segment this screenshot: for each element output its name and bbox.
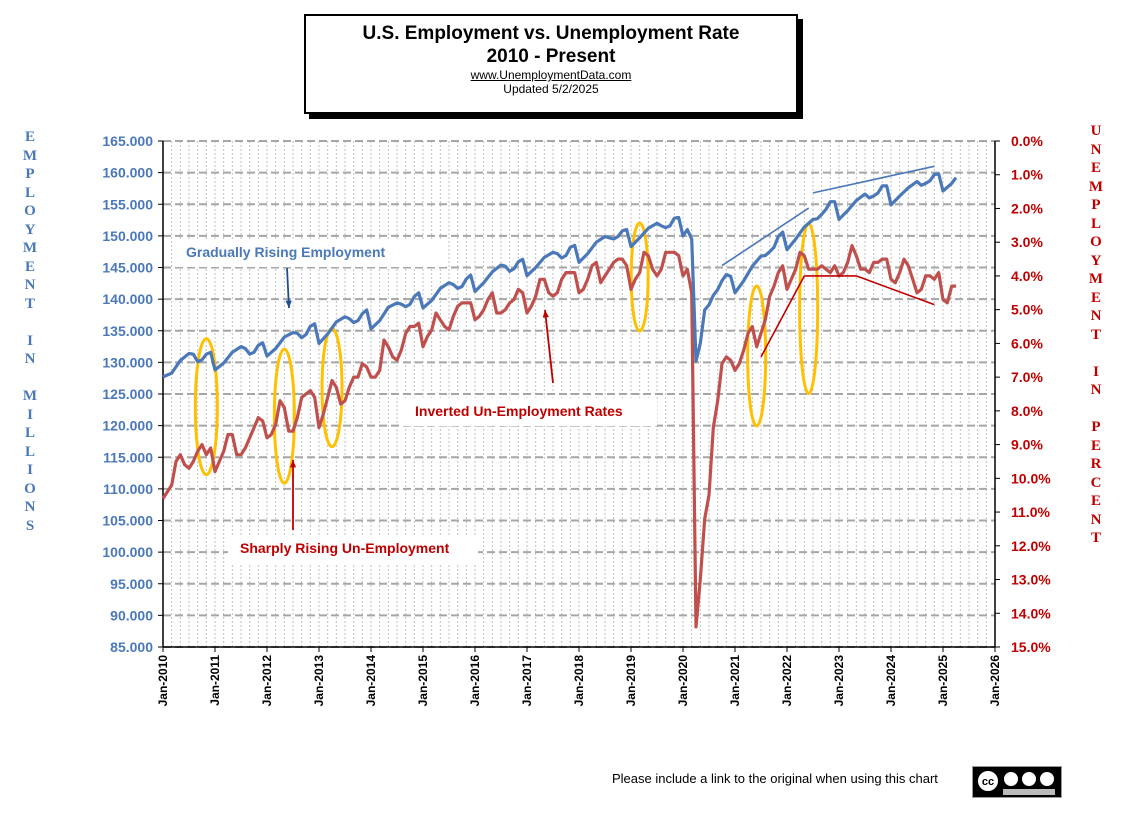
left-tick-label: 150.000 <box>102 228 153 244</box>
x-tick-label: Jan-2017 <box>520 655 534 707</box>
right-tick-label: 15.0% <box>1011 639 1051 655</box>
highlight-ellipse <box>746 284 768 428</box>
employment-arrow-head <box>285 300 292 308</box>
x-tick-label: Jan-2022 <box>780 655 794 707</box>
left-tick-label: 105.000 <box>102 513 153 529</box>
left-tick-label: 160.000 <box>102 165 153 181</box>
chart-title-box: U.S. Employment vs. Unemployment Rate 20… <box>304 14 798 114</box>
inverted-arrow-head <box>542 310 549 318</box>
left-tick-label: 140.000 <box>102 291 153 307</box>
right-tick-label: 9.0% <box>1011 437 1043 453</box>
highlight-ellipses <box>193 221 820 485</box>
x-tick-label: Jan-2013 <box>312 655 326 707</box>
right-tick-label: 11.0% <box>1011 504 1050 520</box>
left-tick-label: 125.000 <box>102 386 153 402</box>
right-tick-label: 13.0% <box>1011 572 1051 588</box>
x-tick-label: Jan-2024 <box>884 655 898 707</box>
left-tick-label: 100.000 <box>102 544 153 560</box>
right-tick-label: 2.0% <box>1011 200 1043 216</box>
right-tick-label: 3.0% <box>1011 234 1043 250</box>
right-tick-label: 0.0% <box>1011 133 1043 149</box>
left-tick-label: 165.000 <box>102 133 153 149</box>
right-tick-label: 5.0% <box>1011 302 1043 318</box>
left-tick-label: 130.000 <box>102 354 153 370</box>
updated-date: Updated 5/2/2025 <box>503 82 599 96</box>
left-tick-label: 135.000 <box>102 323 153 339</box>
left-tick-label: 110.000 <box>103 481 153 497</box>
footer-note: Please include a link to the original wh… <box>612 771 938 786</box>
x-tick-label: Jan-2015 <box>416 655 430 707</box>
left-tick-label: 155.000 <box>102 196 153 212</box>
x-tick-label: Jan-2018 <box>572 655 586 707</box>
annotation-bg <box>228 535 478 563</box>
left-tick-label: 95.000 <box>110 576 153 592</box>
annotation-bg <box>174 239 446 267</box>
highlight-ellipse <box>193 337 219 477</box>
right-tick-label: 1.0% <box>1011 167 1043 183</box>
trend-lines <box>721 165 935 358</box>
x-tick-label: Jan-2023 <box>832 655 846 707</box>
right-tick-label: 8.0% <box>1011 403 1043 419</box>
left-tick-label: 85.000 <box>110 639 153 655</box>
left-tick-label: 90.000 <box>110 607 153 623</box>
inverted-unemployment-label: Inverted Un-Employment Rates <box>415 403 623 419</box>
x-tick-label: Jan-2012 <box>260 655 274 707</box>
x-tick-label: Jan-2016 <box>468 655 482 707</box>
right-tick-label: 7.0% <box>1011 369 1043 385</box>
chart-subtitle: 2010 - Present <box>486 46 616 67</box>
cc-by-nc-nd-icon[interactable]: cc <box>972 766 1062 798</box>
right-tick-label: 4.0% <box>1011 268 1043 284</box>
right-tick-label: 6.0% <box>1011 335 1043 351</box>
left-tick-label: 120.000 <box>102 418 153 434</box>
employment-trend-line <box>721 207 810 267</box>
x-tick-label: Jan-2020 <box>676 655 690 707</box>
chart-title: U.S. Employment vs. Unemployment Rate <box>362 23 740 44</box>
unemployment-trend-line <box>760 275 806 358</box>
sharply-rising-unemployment-label: Sharply Rising Un-Employment <box>240 540 450 556</box>
highlight-ellipse <box>629 221 650 333</box>
unemployment-arrow-head <box>289 460 297 468</box>
x-tick-label: Jan-2011 <box>208 655 222 706</box>
employment-trend-line <box>812 165 935 194</box>
x-tick-label: Jan-2014 <box>364 655 378 707</box>
left-tick-label: 145.000 <box>102 260 153 276</box>
gradually-rising-employment-label: Gradually Rising Employment <box>186 244 385 260</box>
x-tick-label: Jan-2026 <box>988 655 1002 707</box>
left-tick-label: 115.000 <box>103 449 153 465</box>
source-link[interactable]: www.UnemploymentData.com <box>470 68 632 82</box>
x-tick-label: Jan-2025 <box>936 655 950 707</box>
highlight-ellipse <box>272 347 296 485</box>
x-tick-label: Jan-2010 <box>156 655 170 707</box>
unemployment-series-line <box>161 244 956 629</box>
x-tick-label: Jan-2019 <box>624 655 638 707</box>
annotation-bg <box>403 398 657 426</box>
right-tick-label: 14.0% <box>1011 605 1051 621</box>
inverted-arrow <box>544 309 554 384</box>
unemployment-trend-line <box>856 275 935 306</box>
svg-text:cc: cc <box>982 776 994 788</box>
right-tick-label: 10.0% <box>1011 470 1051 486</box>
x-tick-label: Jan-2021 <box>728 655 742 707</box>
employment-series-line <box>162 172 958 379</box>
right-tick-label: 12.0% <box>1011 538 1051 554</box>
